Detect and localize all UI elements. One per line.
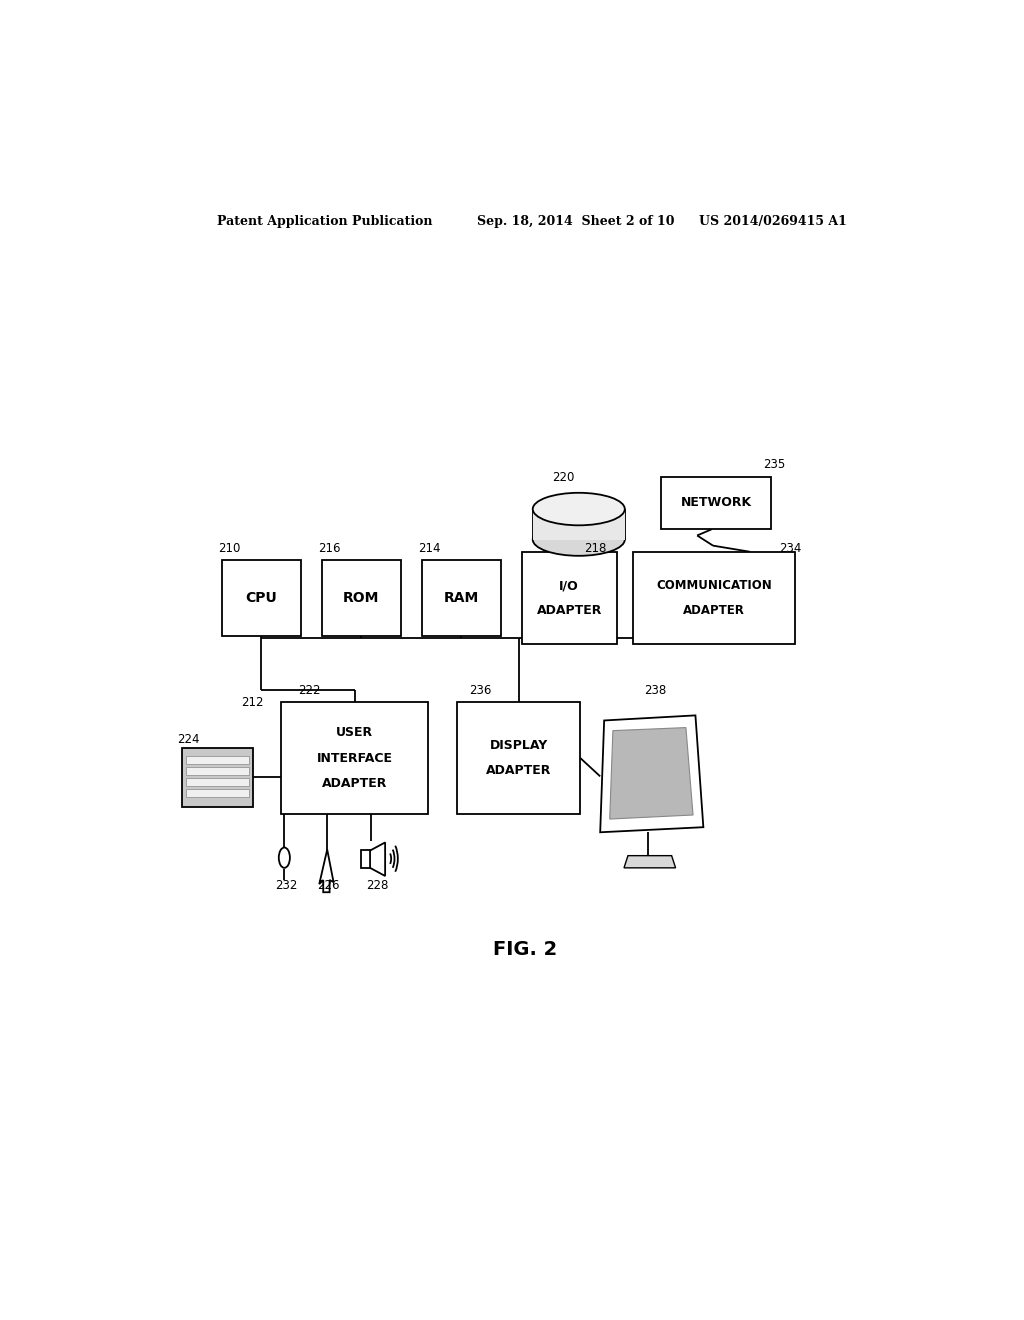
- Bar: [532, 510, 625, 540]
- Text: I/O: I/O: [559, 579, 580, 593]
- Bar: [422, 560, 501, 636]
- Text: 218: 218: [585, 541, 606, 554]
- Bar: [186, 767, 250, 775]
- Text: USER: USER: [336, 726, 373, 739]
- Text: Sep. 18, 2014  Sheet 2 of 10: Sep. 18, 2014 Sheet 2 of 10: [477, 215, 675, 228]
- Bar: [322, 560, 401, 636]
- Polygon shape: [600, 715, 703, 833]
- Polygon shape: [319, 850, 334, 892]
- Text: 235: 235: [763, 458, 785, 471]
- Text: 222: 222: [299, 684, 322, 697]
- Text: 234: 234: [778, 541, 801, 554]
- Bar: [186, 788, 250, 797]
- Text: ADAPTER: ADAPTER: [322, 777, 387, 789]
- Text: FIG. 2: FIG. 2: [493, 940, 557, 958]
- Text: ADAPTER: ADAPTER: [683, 603, 745, 616]
- Text: ADAPTER: ADAPTER: [537, 603, 602, 616]
- Text: 228: 228: [367, 879, 388, 892]
- Text: CPU: CPU: [246, 591, 278, 605]
- Text: INTERFACE: INTERFACE: [316, 751, 392, 764]
- Bar: [361, 850, 371, 867]
- Text: 212: 212: [241, 696, 263, 709]
- Text: 232: 232: [274, 879, 297, 892]
- Text: 226: 226: [316, 879, 339, 892]
- Ellipse shape: [279, 847, 290, 867]
- Text: 220: 220: [553, 471, 574, 483]
- Bar: [662, 477, 771, 529]
- Bar: [186, 756, 250, 764]
- Text: 224: 224: [177, 733, 200, 746]
- Text: 236: 236: [469, 684, 492, 697]
- Polygon shape: [609, 727, 693, 818]
- Polygon shape: [624, 855, 676, 867]
- Text: 210: 210: [218, 541, 241, 554]
- Bar: [633, 552, 796, 644]
- Text: ADAPTER: ADAPTER: [486, 764, 552, 776]
- Text: 214: 214: [419, 541, 441, 554]
- Bar: [521, 552, 616, 644]
- Text: 216: 216: [318, 541, 341, 554]
- Bar: [186, 777, 250, 785]
- Text: US 2014/0269415 A1: US 2014/0269415 A1: [699, 215, 847, 228]
- Text: NETWORK: NETWORK: [681, 496, 752, 510]
- Bar: [458, 702, 581, 814]
- Text: DISPLAY: DISPLAY: [489, 739, 548, 752]
- Ellipse shape: [532, 523, 625, 556]
- Text: Patent Application Publication: Patent Application Publication: [217, 215, 432, 228]
- Bar: [221, 560, 301, 636]
- Text: 238: 238: [644, 684, 666, 697]
- Text: ROM: ROM: [343, 591, 380, 605]
- Text: COMMUNICATION: COMMUNICATION: [656, 579, 772, 593]
- Polygon shape: [370, 842, 385, 876]
- Text: RAM: RAM: [443, 591, 479, 605]
- Ellipse shape: [532, 492, 625, 525]
- Bar: [182, 748, 253, 807]
- Bar: [282, 702, 428, 814]
